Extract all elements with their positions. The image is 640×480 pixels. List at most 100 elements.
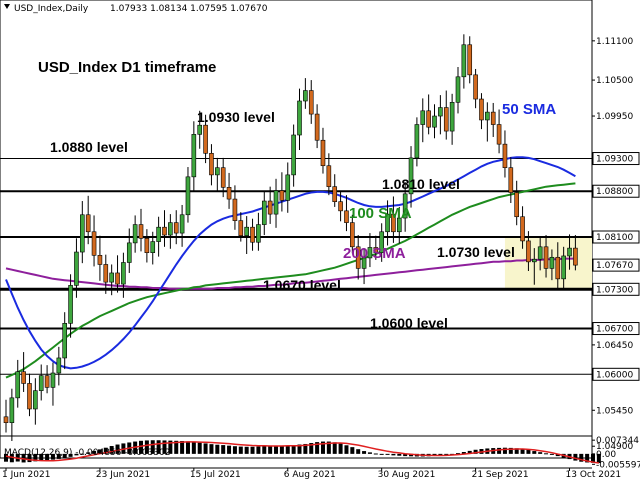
candle-body bbox=[502, 143, 508, 168]
macd-bar bbox=[92, 450, 97, 454]
macd-bar bbox=[573, 453, 578, 461]
candle bbox=[168, 214, 173, 249]
candle-body bbox=[338, 201, 343, 212]
macd-bar bbox=[232, 446, 237, 454]
candle bbox=[150, 231, 156, 265]
macd-bar bbox=[9, 453, 14, 463]
candle-body bbox=[455, 76, 461, 103]
candle-body bbox=[68, 285, 73, 324]
candle bbox=[267, 186, 273, 224]
macd-bar bbox=[309, 443, 314, 454]
price-tick: 1.06700 bbox=[592, 322, 640, 336]
candle bbox=[162, 210, 167, 247]
candle-body bbox=[344, 210, 349, 223]
macd-bar bbox=[326, 441, 331, 454]
candle-body bbox=[80, 214, 85, 253]
candle bbox=[531, 248, 537, 285]
candle-body bbox=[91, 231, 97, 256]
candle-body bbox=[361, 257, 367, 269]
macd-bar bbox=[279, 445, 284, 454]
candle bbox=[285, 162, 291, 213]
time-axis: 1 Jun 2021 23 Jun 2021 15 Jul 2021 6 Aug 20… bbox=[2, 468, 621, 480]
candle-body bbox=[220, 167, 226, 188]
candle bbox=[132, 215, 138, 253]
candle bbox=[27, 373, 32, 417]
candle bbox=[115, 255, 120, 293]
macd-bar bbox=[215, 444, 220, 454]
candle bbox=[209, 144, 214, 186]
candle-body bbox=[461, 44, 467, 78]
candle-body bbox=[203, 124, 208, 154]
candle-body bbox=[33, 390, 38, 410]
sma100-line bbox=[5, 182, 576, 379]
level-label-1.0810: 1.0810 level bbox=[382, 176, 460, 192]
candle-body bbox=[138, 224, 144, 239]
macd-bar bbox=[162, 440, 167, 454]
candle bbox=[109, 264, 114, 296]
candle bbox=[74, 238, 79, 298]
candle-body bbox=[438, 107, 443, 117]
candle-body bbox=[291, 134, 296, 176]
macd-tick-label: 0.00 bbox=[596, 450, 616, 460]
time-tick-label: 15 Jul 2021 bbox=[190, 470, 241, 480]
macd-bar bbox=[320, 441, 325, 454]
time-tick-label: 23 Jun 2021 bbox=[96, 470, 150, 480]
candle bbox=[479, 93, 484, 130]
candle bbox=[303, 78, 308, 109]
macd-bar bbox=[555, 453, 560, 457]
macd-bar bbox=[356, 449, 361, 454]
sma100-label: 100 SMA bbox=[349, 205, 412, 222]
candle bbox=[126, 228, 132, 273]
macd-bar bbox=[297, 444, 302, 454]
price-level-box bbox=[592, 322, 640, 336]
candle-body bbox=[514, 192, 519, 218]
candle-body bbox=[367, 247, 373, 259]
candle bbox=[449, 93, 455, 145]
candle-body bbox=[402, 193, 408, 219]
macd-bar bbox=[532, 451, 537, 454]
macd-bar bbox=[332, 442, 337, 454]
macd-bar bbox=[109, 446, 114, 454]
candle-body bbox=[479, 98, 484, 121]
candle-body bbox=[44, 375, 50, 388]
macd-bar bbox=[197, 442, 202, 454]
price-tick: 1.07670 bbox=[592, 258, 640, 272]
candle bbox=[373, 235, 379, 260]
candle-body bbox=[168, 222, 173, 236]
candle bbox=[408, 146, 414, 208]
macd-bar bbox=[467, 450, 472, 454]
candle-body bbox=[332, 186, 338, 202]
candle bbox=[402, 182, 408, 232]
candle-body bbox=[303, 90, 308, 102]
macd-bar bbox=[185, 441, 190, 454]
candle bbox=[256, 212, 261, 251]
macd-bar bbox=[250, 446, 255, 454]
ohlc-readout: 1.07933 1.08134 1.07595 1.07670 bbox=[110, 4, 268, 14]
candle bbox=[355, 235, 361, 280]
price-tick-label: 1.09950 bbox=[596, 112, 633, 122]
price-level-box bbox=[592, 152, 640, 166]
macd-bar bbox=[262, 446, 267, 454]
candle-body bbox=[85, 214, 91, 233]
candle bbox=[191, 121, 197, 191]
candle bbox=[543, 235, 549, 278]
macd-bar bbox=[227, 445, 232, 454]
candle bbox=[391, 196, 396, 243]
candle-body bbox=[508, 167, 514, 193]
candle-body bbox=[209, 153, 214, 176]
candle bbox=[561, 246, 566, 289]
candle-body bbox=[490, 111, 496, 125]
candle bbox=[97, 235, 103, 281]
candle-body bbox=[56, 357, 62, 374]
candle bbox=[414, 117, 420, 167]
candle-body bbox=[74, 251, 79, 286]
candle-body bbox=[256, 224, 261, 243]
macd-bar bbox=[203, 443, 208, 454]
sma200-line bbox=[5, 257, 576, 290]
macd-bar bbox=[174, 440, 179, 454]
candle-body bbox=[121, 262, 126, 285]
dropdown-arrow-icon[interactable] bbox=[4, 4, 10, 9]
price-tick-label: 1.11100 bbox=[596, 37, 633, 47]
price-tick: 1.09950 bbox=[592, 112, 633, 122]
